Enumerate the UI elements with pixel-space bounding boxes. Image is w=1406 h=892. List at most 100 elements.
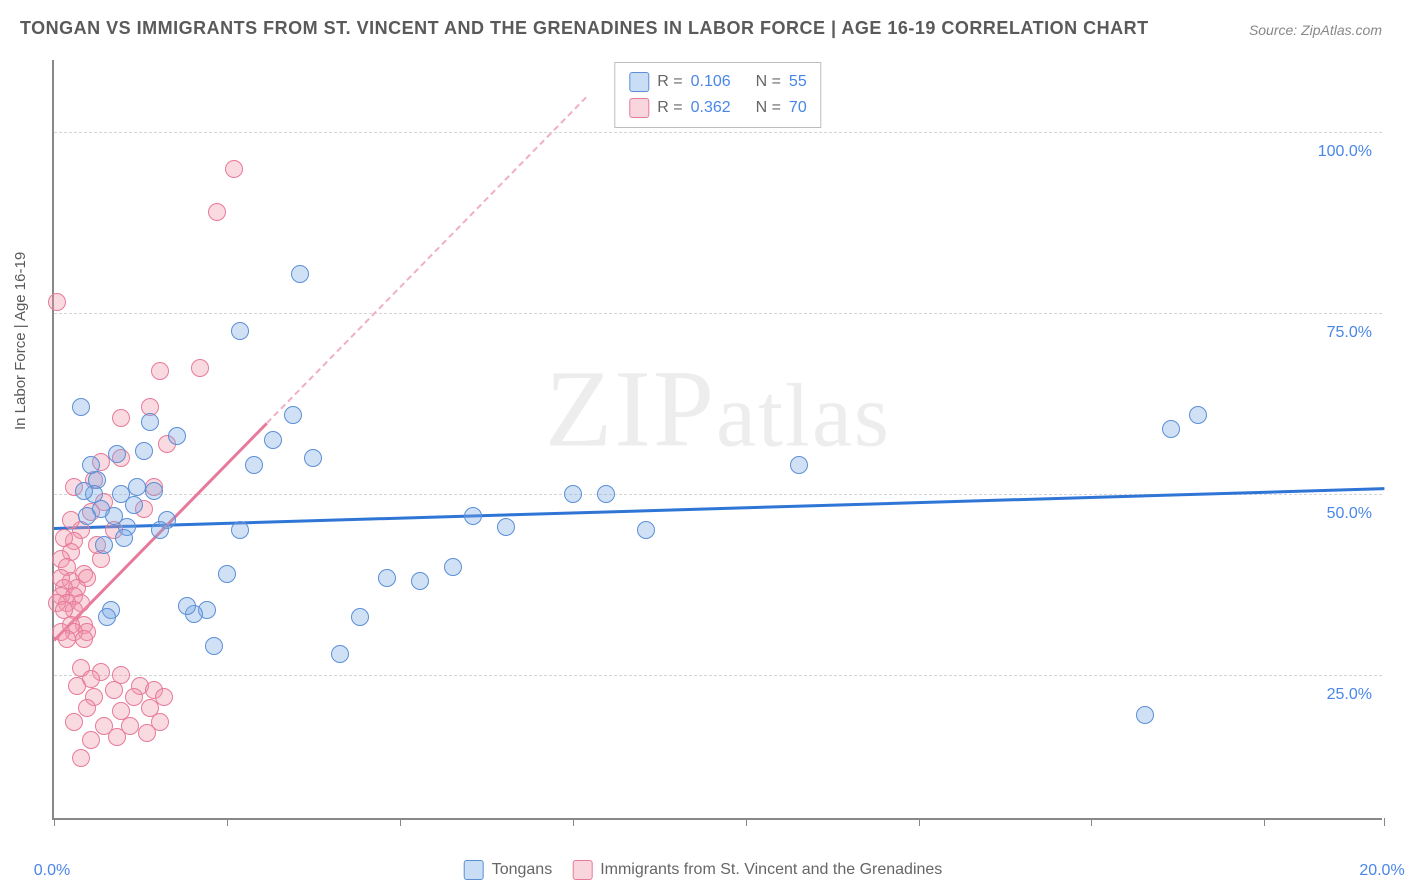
swatch-pink-icon xyxy=(629,98,649,118)
swatch-blue-icon xyxy=(629,72,649,92)
data-point xyxy=(1189,406,1207,424)
data-point xyxy=(135,442,153,460)
data-point xyxy=(264,431,282,449)
gridline xyxy=(54,132,1382,133)
y-tick-label: 75.0% xyxy=(1327,324,1372,342)
data-point xyxy=(1162,420,1180,438)
data-point xyxy=(141,413,159,431)
x-tick xyxy=(1091,818,1092,826)
data-point xyxy=(497,518,515,536)
trend-line xyxy=(266,96,587,423)
data-point xyxy=(151,362,169,380)
data-point xyxy=(304,449,322,467)
data-point xyxy=(95,536,113,554)
data-point xyxy=(291,265,309,283)
x-tick xyxy=(227,818,228,826)
data-point xyxy=(105,681,123,699)
correlation-legend: R = 0.106 N = 55 R = 0.362 N = 70 xyxy=(614,62,821,128)
x-tick xyxy=(919,818,920,826)
gridline xyxy=(54,675,1382,676)
legend-item-svg: Immigrants from St. Vincent and the Gren… xyxy=(572,860,942,880)
data-point xyxy=(464,507,482,525)
data-point xyxy=(597,485,615,503)
legend-row-pink: R = 0.362 N = 70 xyxy=(629,95,806,121)
data-point xyxy=(1136,706,1154,724)
x-tick xyxy=(746,818,747,826)
data-point xyxy=(128,478,146,496)
data-point xyxy=(218,565,236,583)
data-point xyxy=(145,482,163,500)
n-label: N = xyxy=(756,73,781,91)
x-tick xyxy=(54,818,55,826)
data-point xyxy=(75,630,93,648)
data-point xyxy=(125,688,143,706)
data-point xyxy=(168,427,186,445)
data-point xyxy=(108,445,126,463)
data-point xyxy=(378,569,396,587)
x-tick xyxy=(1264,818,1265,826)
data-point xyxy=(351,608,369,626)
x-tick-label: 20.0% xyxy=(1359,862,1404,880)
y-tick-label: 100.0% xyxy=(1318,143,1372,161)
data-point xyxy=(82,731,100,749)
data-point xyxy=(178,597,196,615)
n-label: N = xyxy=(756,99,781,117)
data-point xyxy=(48,293,66,311)
watermark: ZIPatlas xyxy=(545,345,891,472)
data-point xyxy=(231,521,249,539)
r-value-pink: 0.362 xyxy=(691,99,731,117)
data-point xyxy=(72,398,90,416)
data-point xyxy=(58,630,76,648)
legend-label: Tongans xyxy=(492,861,553,879)
data-point xyxy=(112,485,130,503)
n-value-pink: 70 xyxy=(789,99,807,117)
data-point xyxy=(191,359,209,377)
data-point xyxy=(564,485,582,503)
x-tick-label: 0.0% xyxy=(34,862,70,880)
chart-title: TONGAN VS IMMIGRANTS FROM ST. VINCENT AN… xyxy=(20,18,1149,39)
data-point xyxy=(112,409,130,427)
data-point xyxy=(444,558,462,576)
data-point xyxy=(790,456,808,474)
r-label: R = xyxy=(657,73,682,91)
gridline xyxy=(54,313,1382,314)
data-point xyxy=(72,749,90,767)
swatch-pink-icon xyxy=(572,860,592,880)
data-point xyxy=(205,637,223,655)
data-point xyxy=(637,521,655,539)
data-point xyxy=(65,713,83,731)
x-tick xyxy=(573,818,574,826)
data-point xyxy=(245,456,263,474)
data-point xyxy=(82,456,100,474)
plot-area: ZIPatlas R = 0.106 N = 55 R = 0.362 N = … xyxy=(52,60,1382,820)
chart-container: TONGAN VS IMMIGRANTS FROM ST. VINCENT AN… xyxy=(0,0,1406,892)
swatch-blue-icon xyxy=(464,860,484,880)
y-axis-label: In Labor Force | Age 16-19 xyxy=(12,252,29,430)
data-point xyxy=(208,203,226,221)
data-point xyxy=(115,529,133,547)
data-point xyxy=(78,699,96,717)
x-tick xyxy=(400,818,401,826)
y-tick-label: 25.0% xyxy=(1327,686,1372,704)
data-point xyxy=(62,511,80,529)
x-tick xyxy=(1384,818,1385,826)
legend-item-tongans: Tongans xyxy=(464,860,553,880)
series-legend: Tongans Immigrants from St. Vincent and … xyxy=(464,860,943,880)
source-label: Source: ZipAtlas.com xyxy=(1249,22,1382,38)
data-point xyxy=(411,572,429,590)
data-point xyxy=(138,724,156,742)
n-value-blue: 55 xyxy=(789,73,807,91)
data-point xyxy=(98,608,116,626)
data-point xyxy=(231,322,249,340)
data-point xyxy=(284,406,302,424)
data-point xyxy=(78,507,96,525)
r-label: R = xyxy=(657,99,682,117)
r-value-blue: 0.106 xyxy=(691,73,731,91)
y-tick-label: 50.0% xyxy=(1327,505,1372,523)
data-point xyxy=(75,482,93,500)
data-point xyxy=(151,521,169,539)
data-point xyxy=(108,728,126,746)
data-point xyxy=(331,645,349,663)
legend-label: Immigrants from St. Vincent and the Gren… xyxy=(600,861,942,879)
legend-row-blue: R = 0.106 N = 55 xyxy=(629,69,806,95)
